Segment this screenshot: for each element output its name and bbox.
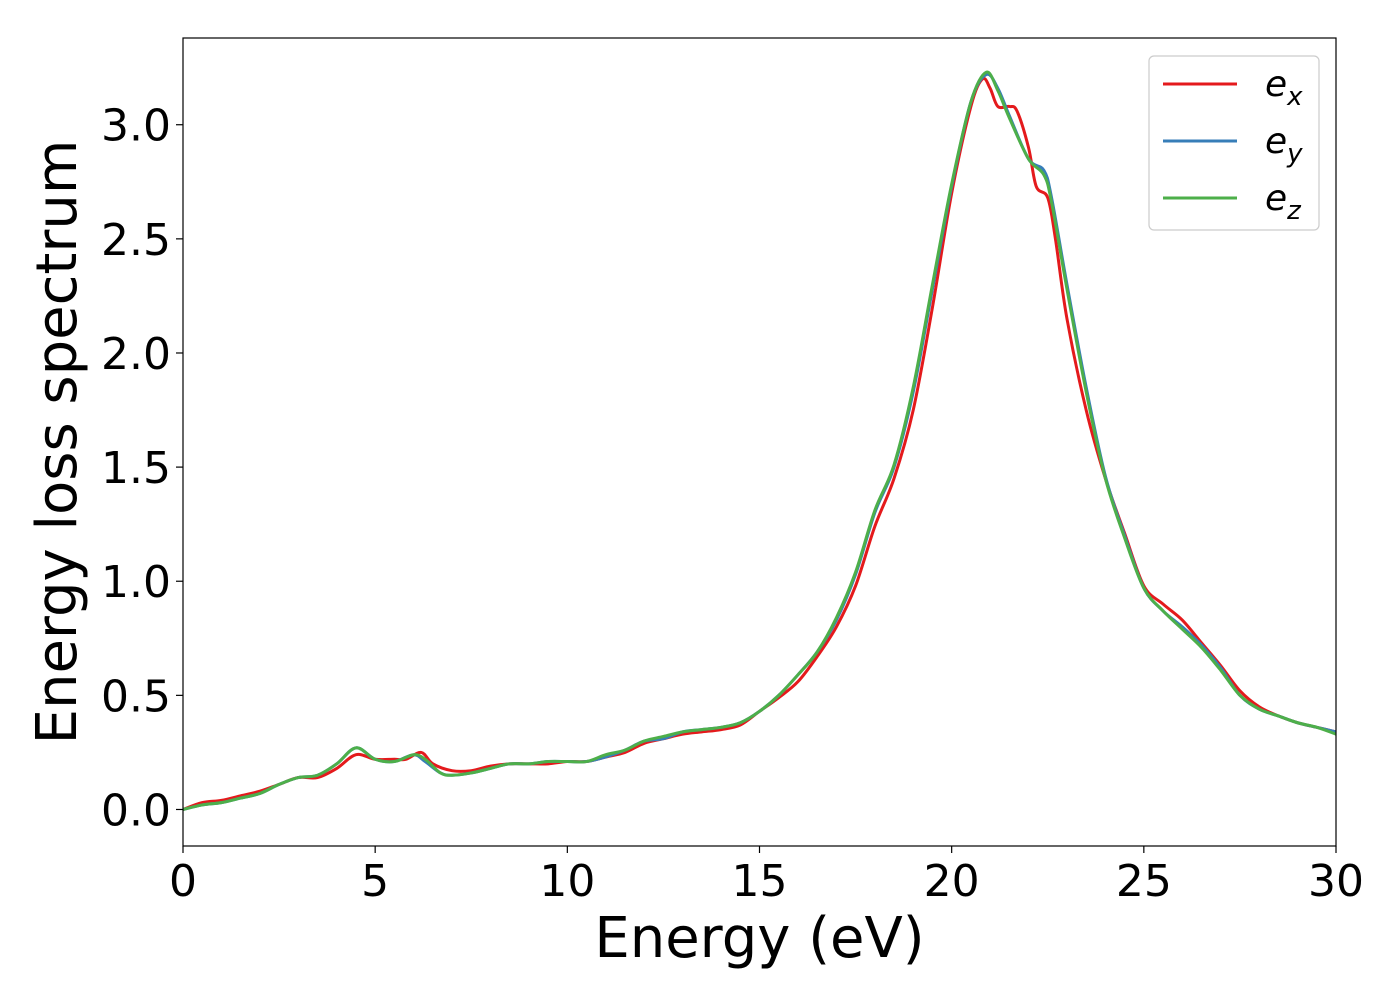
legend-label-subscript: x [1286,82,1303,112]
legend-label-ez: ez [1265,178,1302,226]
legend-box [1148,55,1320,231]
x-tick-label: 20 [924,856,980,907]
x-tick-label: 15 [732,856,788,907]
x-tick-label: 30 [1308,856,1364,907]
y-tick-label: 1.5 [101,443,171,494]
y-tick-label: 1.0 [101,557,171,608]
series-layer [183,70,1336,811]
y-tick-label: 2.5 [101,215,171,266]
y-axis-label: Energy loss spectrum [25,140,90,745]
y-tick-label: 0.5 [101,671,171,722]
legend-label-base: e [1265,178,1287,219]
y-tick-label: 2.0 [101,329,171,380]
legend-label-base: e [1265,64,1287,105]
x-tick-label: 0 [169,856,197,907]
series-line-ez [183,70,1336,811]
legend-label-subscript: y [1286,139,1303,169]
legend-label-ex: ex [1265,64,1303,112]
y-axis: 0.0 0.5 1.0 1.5 2.0 2.5 3.0 [101,101,183,836]
x-axis: 0 5 10 15 20 25 30 [169,846,1364,907]
legend-label-base: e [1265,121,1287,162]
x-tick-label: 10 [539,856,595,907]
x-tick-label: 5 [361,856,389,907]
legend-label-ey: ey [1265,121,1303,169]
x-tick-label: 25 [1116,856,1172,907]
y-tick-label: 3.0 [101,101,171,152]
y-tick-label: 0.0 [101,785,171,836]
legend-label-subscript: z [1286,196,1302,226]
x-axis-label: Energy (eV) [594,906,924,971]
